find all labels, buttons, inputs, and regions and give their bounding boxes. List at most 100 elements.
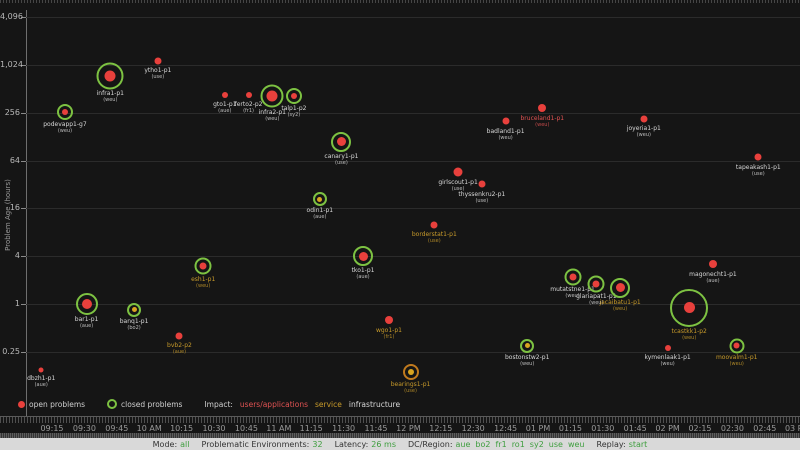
y-grid-line [26, 208, 800, 210]
problem-label: badland1-p1 (weu) [486, 127, 525, 141]
x-axis-labels: 09:15 09:30 09:45 10 AM 10:15 10:30 10:45 11 AM… [0, 424, 800, 433]
status-dc-region: DC/Region: aue bo2 fr1 ro1 sy2 use weu [408, 440, 585, 449]
open-problem-dot-icon [18, 400, 25, 408]
y-grid-line [26, 64, 800, 66]
open-problem-dot-icon [175, 332, 183, 340]
region-chip-fr1[interactable]: fr1 [495, 439, 507, 449]
region-chip-weu[interactable]: weu [567, 439, 585, 449]
closed-problem-ring-icon [96, 62, 124, 90]
status-bar: Mode: all Problematic Environments: 32 L… [0, 438, 800, 450]
x-tick-label: 12:30 [461, 424, 485, 433]
legend-open-problems[interactable]: open problems [18, 400, 85, 409]
open-problem-dot-icon [478, 180, 486, 188]
closed-problem-ring-icon [331, 131, 352, 152]
x-tick-label: 11 AM [266, 424, 292, 433]
closed-problem-ring-icon [75, 293, 98, 316]
region-chip-bo2[interactable]: bo2 [475, 439, 491, 449]
replay-label: Replay: [596, 439, 626, 449]
open-problem-dot-icon [708, 259, 717, 268]
closed-problem-ring-icon [402, 364, 419, 380]
problem-label: thyssenkru2-p1 (use) [458, 190, 506, 204]
x-tick-label: 01:30 [591, 424, 615, 433]
closed-problem-dot-icon [266, 90, 278, 102]
closed-problem-ring-icon [610, 277, 631, 298]
problem-label: bruceland1-p1 (weu) [520, 115, 565, 129]
closed-problem-dot-icon [199, 262, 207, 270]
y-tick-mark [21, 64, 26, 66]
y-tick-label: 1 [14, 299, 20, 309]
problem-label: tcastkk1-p2 (weu) [671, 327, 707, 341]
y-tick-mark [21, 304, 26, 306]
x-tick-label: 03 PM [784, 424, 800, 433]
region-chip-sy2[interactable]: sy2 [529, 439, 544, 449]
dc-region-label: DC/Region: [407, 439, 453, 449]
y-grid-line [26, 112, 800, 114]
problem-label: bostonstw2-p1 (weu) [504, 353, 550, 367]
closed-problem-dot-icon [336, 137, 346, 147]
problem-label: girlscout1-p1 (use) [438, 179, 478, 193]
x-tick-label: 01:45 [623, 424, 647, 433]
x-tick-label: 11:15 [299, 424, 323, 433]
region-chip-use[interactable]: use [548, 439, 563, 449]
open-problem-dot-icon [384, 315, 393, 324]
problem-label: ytho1-p1 (use) [144, 67, 172, 81]
open-problem-dot-icon [502, 117, 510, 125]
problem-label: infra1-p1 (weu) [96, 90, 124, 104]
x-tick-label: 09:45 [105, 424, 129, 433]
legend-impact-label: Impact: [204, 399, 233, 409]
legend-closed-problems[interactable]: closed problems [107, 399, 182, 409]
environments-label: Problematic Environments: [201, 439, 310, 449]
status-latency: Latency: 26 ms [335, 440, 396, 449]
mode-value[interactable]: all [180, 439, 190, 449]
open-problem-dot-icon [640, 115, 648, 123]
y-axis-line [26, 10, 27, 417]
x-tick-label: 02:15 [688, 424, 712, 433]
open-problem-dot-icon [754, 153, 762, 161]
chart-legend: open problems closed problems Impact: us… [18, 399, 400, 409]
problem-label: wgo1-p1 (fr1) [375, 326, 402, 340]
x-tick-label: 02:30 [720, 424, 744, 433]
problem-label: borderstat1-p1 (use) [411, 231, 457, 245]
latency-label: Latency: [334, 439, 369, 449]
closed-problem-ring-icon [56, 104, 73, 121]
problem-label: kymenlaak1-p1 (weu) [644, 354, 691, 368]
legend-impact-service[interactable]: service [315, 399, 342, 409]
replay-start-button[interactable]: start [628, 439, 648, 449]
y-tick-label: 4 [14, 251, 20, 261]
x-tick-label: 01:15 [558, 424, 582, 433]
y-tick-label: 16 [9, 203, 20, 213]
y-grid-line [26, 160, 800, 162]
problem-label: banq1-p1 (bo2) [119, 317, 149, 331]
y-tick-label: 4,096 [0, 12, 23, 21]
region-chip-ro1[interactable]: ro1 [511, 439, 525, 449]
x-tick-label: 10:45 [234, 424, 258, 433]
x-tick-label: 01 PM [525, 424, 551, 433]
legend-closed-label: closed problems [121, 399, 183, 409]
problem-label: magonecht1-p1 (aue) [689, 270, 737, 284]
problem-label: joyeria1-p1 (weu) [626, 125, 661, 139]
x-tick-label: 11:45 [364, 424, 388, 433]
closed-problem-dot-icon [615, 283, 625, 293]
x-tick-label: 10:15 [170, 424, 194, 433]
x-tick-label: 11:30 [332, 424, 356, 433]
region-chip-aue[interactable]: aue [455, 439, 471, 449]
closed-problem-dot-icon [81, 299, 92, 310]
y-tick-label: 64 [9, 155, 20, 165]
y-grid-line [26, 256, 800, 258]
closed-problem-dot-icon [592, 280, 600, 288]
problem-label: jacaibatu1-p1 (weu) [599, 298, 641, 312]
x-axis-ruler [0, 416, 800, 423]
environments-value: 32 [312, 439, 323, 449]
legend-impact-infrastructure[interactable]: infrastructure [348, 399, 401, 409]
status-environments: Problematic Environments: 32 [202, 440, 323, 449]
closed-problem-dot-icon [569, 273, 577, 281]
open-problem-dot-icon [664, 345, 671, 352]
y-tick-label: 0.25 [2, 346, 20, 356]
problem-label: mutatstne1-p1 (weu) [550, 286, 595, 300]
x-tick-label: 09:30 [72, 424, 96, 433]
legend-impact-users[interactable]: users/applications [239, 399, 308, 409]
timeline-scrollbar[interactable] [0, 433, 800, 438]
latency-value: 26 ms [371, 439, 396, 449]
closed-problem-ring-icon [194, 257, 212, 275]
problem-label: esh1-p1 (weu) [191, 275, 216, 289]
